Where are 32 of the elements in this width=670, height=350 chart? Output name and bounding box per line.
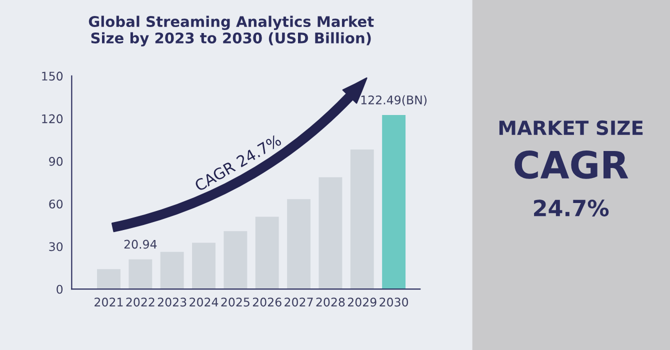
data-label: 122.49(BN)	[361, 95, 427, 106]
text: CAGR	[514, 150, 628, 179]
bar	[318, 177, 342, 290]
x-tick-label: 2030	[380, 298, 408, 307]
bar	[255, 216, 279, 290]
y-tick-label: 0	[56, 284, 63, 294]
x-tick-label: 2024	[190, 298, 218, 307]
x-tick-label: 2025	[221, 298, 250, 307]
x-tick-label: 2022	[126, 298, 154, 307]
y-tick-label: 30	[49, 242, 63, 252]
bar	[382, 115, 406, 290]
bar	[128, 259, 152, 290]
y-tick-label: 90	[49, 156, 63, 166]
bar	[97, 269, 120, 290]
data-label: 20.94	[124, 240, 157, 249]
y-tick-label: 150	[42, 72, 63, 81]
bar	[287, 199, 310, 290]
text: MARKET SIZE	[499, 120, 643, 136]
x-tick-label: 2026	[252, 298, 282, 307]
x-tick-label: 2023	[158, 298, 186, 307]
bar	[224, 231, 248, 290]
y-tick-label: 120	[42, 114, 63, 124]
chart-title: Global Streaming Analytics Market Size by 2023 to 2030 (USD Billion)	[88, 16, 374, 46]
bar	[192, 242, 216, 290]
y-tick-label: 60	[49, 200, 63, 208]
bar	[160, 252, 184, 290]
x-tick-label: 2028	[316, 298, 345, 307]
x-tick-label: 2027	[284, 298, 313, 307]
text: 24.7%	[534, 200, 609, 216]
x-tick-label: 2021	[94, 298, 123, 307]
x-tick-label: 2029	[348, 298, 376, 307]
bar	[350, 150, 374, 290]
